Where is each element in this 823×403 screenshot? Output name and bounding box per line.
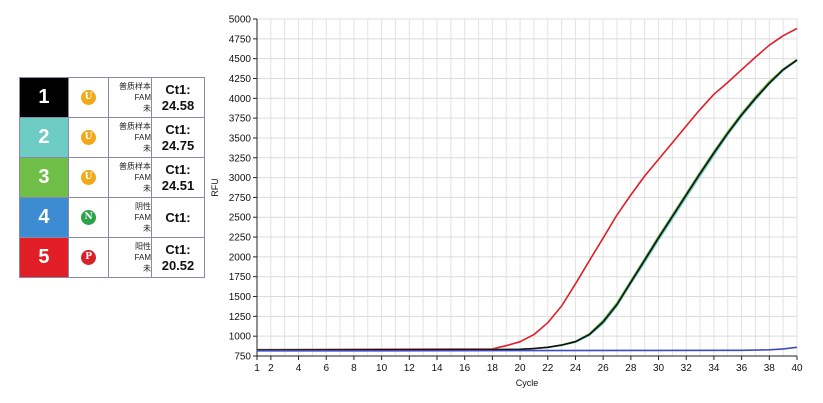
x-tick-label: 26 bbox=[598, 363, 610, 374]
ct-value: 24.51 bbox=[161, 177, 195, 193]
sample-description-line: FAM bbox=[134, 253, 151, 262]
y-tick-label: 5000 bbox=[229, 15, 252, 26]
y-tick-label: 2000 bbox=[229, 252, 252, 263]
x-tick-label: 12 bbox=[404, 363, 416, 374]
x-tick-label: 30 bbox=[653, 363, 665, 374]
ct-value: 24.58 bbox=[161, 97, 195, 113]
sample-row: 1 U 普质样本 FAM 未 Ct1: 24.58 bbox=[19, 77, 206, 118]
y-tick-label: 4750 bbox=[229, 34, 252, 45]
ct-label: Ct1: bbox=[165, 209, 191, 225]
y-tick-label: 4500 bbox=[229, 54, 252, 65]
ct-value: 20.52 bbox=[161, 257, 195, 273]
x-tick-label: 40 bbox=[791, 363, 803, 374]
sample-description: 普质样本 FAM 未 bbox=[108, 117, 152, 158]
sample-description-line: 阳性 bbox=[134, 242, 151, 251]
sample-description-line: FAM bbox=[134, 133, 151, 142]
x-tick-label: 1 bbox=[254, 363, 260, 374]
x-tick-label: 10 bbox=[376, 363, 388, 374]
x-tick-label: 36 bbox=[736, 363, 748, 374]
sample-row: 5 P 阳性 FAM 未 Ct1: 20.52 bbox=[19, 237, 206, 278]
x-tick-label: 24 bbox=[570, 363, 582, 374]
sample-description-line: FAM bbox=[134, 93, 151, 102]
sample-description-line: 阴性 bbox=[134, 202, 151, 211]
ct-label: Ct1: bbox=[165, 81, 191, 97]
x-tick-label: 2 bbox=[268, 363, 274, 374]
y-tick-label: 2500 bbox=[229, 213, 252, 224]
y-tick-label: 750 bbox=[234, 352, 251, 363]
sample-number: 2 bbox=[19, 117, 69, 158]
sample-ct: Ct1: 24.51 bbox=[150, 157, 206, 198]
sample-ct: Ct1: bbox=[150, 197, 206, 238]
sample-status-badge-icon: P bbox=[81, 250, 97, 265]
x-tick-label: 6 bbox=[323, 363, 329, 374]
x-tick-label: 14 bbox=[431, 363, 443, 374]
sample-description-line: 未 bbox=[142, 104, 151, 113]
sample-description-line: FAM bbox=[134, 213, 151, 222]
ct-label: Ct1: bbox=[165, 161, 191, 177]
sample-status-badge-icon: U bbox=[81, 170, 97, 185]
x-tick-label: 34 bbox=[708, 363, 720, 374]
x-tick-label: 18 bbox=[487, 363, 499, 374]
y-tick-label: 2750 bbox=[229, 193, 252, 204]
series-line-5 bbox=[257, 346, 798, 352]
sample-ct: Ct1: 24.58 bbox=[150, 77, 206, 118]
sample-description-line: 未 bbox=[142, 184, 151, 193]
sample-number: 4 bbox=[19, 197, 69, 238]
y-tick-label: 4250 bbox=[229, 74, 252, 85]
y-tick-label: 4000 bbox=[229, 94, 252, 105]
sample-row: 2 U 普质样本 FAM 未 Ct1: 24.75 bbox=[19, 117, 206, 158]
sample-description-line: 普质样本 bbox=[118, 82, 151, 91]
plot-area bbox=[256, 18, 798, 357]
sample-row: 4 N 阴性 FAM 未 Ct1: bbox=[19, 197, 206, 238]
sample-description-line: 未 bbox=[142, 144, 151, 153]
y-axis-title: RFU bbox=[210, 178, 220, 197]
x-axis-title: Cycle bbox=[516, 378, 539, 388]
x-tick-label: 4 bbox=[296, 363, 302, 374]
y-tick-label: 2250 bbox=[229, 233, 252, 244]
sample-number: 3 bbox=[19, 157, 69, 198]
sample-description-line: 普质样本 bbox=[118, 122, 151, 131]
sample-description-line: 未 bbox=[142, 264, 151, 273]
x-tick-label: 32 bbox=[681, 363, 693, 374]
x-tick-label: 20 bbox=[515, 363, 527, 374]
sample-description: 阳性 FAM 未 bbox=[108, 237, 152, 278]
sample-description: 阴性 FAM 未 bbox=[108, 197, 152, 238]
sample-ct: Ct1: 20.52 bbox=[150, 237, 206, 278]
sample-status-badge-icon: U bbox=[81, 130, 97, 145]
x-tick-label: 22 bbox=[542, 363, 554, 374]
y-tick-label: 3000 bbox=[229, 173, 252, 184]
sample-status-badge-icon: U bbox=[81, 90, 97, 105]
y-tick-label: 3500 bbox=[229, 133, 252, 144]
sample-description: 普质样本 FAM 未 bbox=[108, 77, 152, 118]
x-tick-label: 28 bbox=[625, 363, 637, 374]
y-tick-label: 1000 bbox=[229, 332, 252, 343]
series-line-1 bbox=[256, 27, 798, 351]
sample-number: 1 bbox=[19, 77, 69, 118]
sample-description-line: 普质样本 bbox=[118, 162, 151, 171]
amplification-chart: 750 1000 1250 1500 1750 2000 2250 2500 2750 3000 3… bbox=[210, 15, 803, 389]
y-tick-label: 1750 bbox=[229, 272, 252, 283]
ct-label: Ct1: bbox=[165, 121, 191, 137]
series-line-4 bbox=[256, 59, 798, 351]
ct-label: Ct1: bbox=[165, 241, 191, 257]
sample-description: 普质样本 FAM 未 bbox=[108, 157, 152, 198]
y-tick-label: 1500 bbox=[229, 292, 252, 303]
sample-ct: Ct1: 24.75 bbox=[150, 117, 206, 158]
sample-number: 5 bbox=[19, 237, 69, 278]
sample-description-line: 未 bbox=[142, 224, 151, 233]
y-tick-label: 3750 bbox=[229, 114, 252, 125]
sample-description-line: FAM bbox=[134, 173, 151, 182]
y-tick-label: 3250 bbox=[229, 153, 252, 164]
x-tick-label: 8 bbox=[351, 363, 357, 374]
sample-row: 3 U 普质样本 FAM 未 Ct1: 24.51 bbox=[19, 157, 206, 198]
ct-value: 24.75 bbox=[161, 137, 195, 153]
sample-legend-table: 1 U 普质样本 FAM 未 Ct1: 24.58 2 U 普质样本 FAM 未 Ct1: 24.75 3 U… bbox=[19, 77, 206, 278]
sample-status-badge-icon: N bbox=[81, 210, 97, 225]
y-tick-label: 1250 bbox=[229, 312, 252, 323]
x-tick-label: 16 bbox=[459, 363, 471, 374]
x-tick-label: 38 bbox=[764, 363, 776, 374]
